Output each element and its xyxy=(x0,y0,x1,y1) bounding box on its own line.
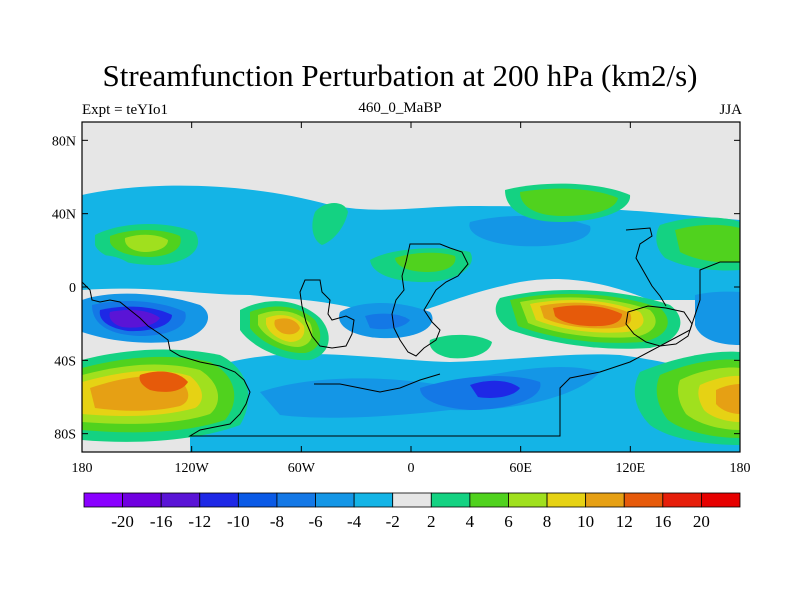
colorbar-label: 2 xyxy=(427,512,436,531)
colorbar-swatch xyxy=(546,492,587,508)
contour-fill-pos6 xyxy=(520,188,618,216)
contour-fill-pos16 xyxy=(553,305,622,327)
colorbar-label: 10 xyxy=(577,512,594,531)
colorbar-label: -20 xyxy=(111,512,134,531)
colorbar-swatch xyxy=(662,492,702,508)
contour-fill-neg8 xyxy=(365,313,410,330)
colorbar-label: -12 xyxy=(188,512,211,531)
period-label: 460_0_MaBP xyxy=(358,100,442,116)
colorbar-label: 6 xyxy=(504,512,513,531)
x-tick-label: 180 xyxy=(72,461,93,476)
y-tick-label: 0 xyxy=(69,281,76,296)
coastline-east-asia xyxy=(625,227,667,307)
colorbar-swatch xyxy=(508,492,548,508)
x-tick-label: 60E xyxy=(509,461,532,476)
colorbar-label: 4 xyxy=(466,512,475,531)
colorbar-swatch xyxy=(585,492,625,508)
colorbar-swatch xyxy=(469,492,509,508)
colorbar-label: -2 xyxy=(386,512,400,531)
y-tick-label: 40S xyxy=(54,354,76,369)
chart-title: Streamfunction Perturbation at 200 hPa (… xyxy=(102,58,698,93)
contour-fill-neg6 xyxy=(469,215,591,247)
colorbar-swatch xyxy=(122,492,162,508)
contour-fill-pos6 xyxy=(395,252,456,272)
continent-outlines xyxy=(82,227,740,437)
contour-fill-pos6 xyxy=(675,224,740,263)
y-axis: 80N 40N 0 40S 80S xyxy=(52,134,740,443)
coastline-africa xyxy=(391,243,469,357)
y-tick-label: 40N xyxy=(52,208,76,223)
contour-fill-pos16 xyxy=(139,371,188,392)
coastline-americas xyxy=(82,261,740,437)
x-tick-label: 60W xyxy=(288,461,316,476)
experiment-label: Expt = teYIo1 xyxy=(82,102,168,118)
x-tick-label: 120E xyxy=(616,461,646,476)
y-tick-label: 80S xyxy=(54,428,76,443)
contour-fill-pos8 xyxy=(124,234,168,252)
colorbar-swatch xyxy=(623,492,664,508)
coastline-australia xyxy=(625,305,693,347)
colorbar-swatch xyxy=(392,492,432,508)
colorbar-label: 8 xyxy=(543,512,552,531)
colorbar-label: -4 xyxy=(347,512,362,531)
colorbar-label: -10 xyxy=(227,512,250,531)
contour-fill-neg10 xyxy=(470,380,520,398)
colorbar-label: -8 xyxy=(270,512,284,531)
contour-fill-neg12 xyxy=(109,310,160,328)
colorbar-swatch xyxy=(276,492,316,508)
contour-fill-pos12 xyxy=(716,384,740,414)
colorbar-label: -16 xyxy=(150,512,173,531)
contour-fill-pos4 xyxy=(312,203,348,245)
colorbar-swatch xyxy=(160,492,201,508)
colorbar-swatch xyxy=(83,492,123,508)
x-tick-label: 0 xyxy=(408,461,415,476)
colorbar-swatch xyxy=(430,492,471,508)
colorbar-swatch xyxy=(315,492,355,508)
season-label: JJA xyxy=(719,102,742,118)
x-tick-label: 120W xyxy=(175,461,210,476)
contour-fill-neg6 xyxy=(695,291,740,345)
colorbar-label: -6 xyxy=(308,512,322,531)
colorbar-swatch xyxy=(353,492,394,508)
coastline-south-america xyxy=(299,279,355,349)
colorbar-swatch xyxy=(701,492,741,508)
x-tick-label: 180 xyxy=(730,461,751,476)
coastline-antarctica-edge xyxy=(314,373,441,393)
colorbar-label: 20 xyxy=(693,512,710,531)
colorbar-swatch xyxy=(199,492,239,508)
y-tick-label: 80N xyxy=(52,134,76,149)
colorbar-label: 12 xyxy=(616,512,633,531)
colorbar-label: 16 xyxy=(654,512,671,531)
contour-fill-pos4 xyxy=(429,334,492,359)
colorbar-swatch xyxy=(237,492,278,508)
contour-fill-neg4 xyxy=(82,255,130,275)
contour-fill-pos12 xyxy=(274,318,300,335)
x-axis: 180 120W 60W 0 60E 120E 180 xyxy=(72,122,751,476)
colorbar: -20 -16 -12 -10 -8 -6 -4 -2 2 4 6 8 10 12 16 20 xyxy=(83,492,741,531)
